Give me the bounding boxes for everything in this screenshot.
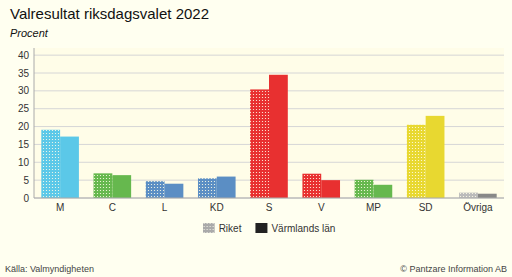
grid-line [34,55,504,56]
x-tick-label: S [266,202,273,213]
y-tick-label: 25 [18,103,30,114]
bar [426,116,445,198]
x-axis-line [34,198,504,199]
bar [269,75,288,198]
chart: Valresultat riksdagsvalet 2022 Procent 0 5 1… [0,0,512,277]
bar [321,180,340,198]
y-tick-label: 5 [23,175,29,186]
y-axis-line [34,48,35,198]
bar [250,89,269,198]
y-tick-label: 30 [18,85,30,96]
x-tick-label: Övriga [463,202,493,213]
bar [355,180,374,198]
bar [459,193,478,198]
y-tick-label: 40 [18,50,30,61]
legend-swatch [203,223,215,233]
y-tick-label: 10 [18,157,30,168]
bar [41,130,60,198]
background [0,0,512,277]
x-tick-label: V [318,202,325,213]
x-tick-label: MP [366,202,381,213]
subtitle: Procent [10,27,49,39]
legend-swatch [255,223,267,233]
legend: Riket Värmlands län [203,223,336,234]
bars [41,75,496,198]
bar [94,173,113,198]
y-tick-label: 0 [23,193,29,204]
x-tick-label: M [56,202,64,213]
y-tick-label: 35 [18,68,30,79]
legend-label: Riket [219,223,242,234]
bar [373,185,392,198]
x-tick-label: KD [210,202,224,213]
plot-area [34,48,504,198]
legend-label: Värmlands län [271,223,335,234]
x-tick-label: SD [419,202,433,213]
bar [217,177,236,198]
bar [112,175,131,198]
bar [146,181,165,198]
grid [34,55,504,198]
footer-source: Källa: Valmyndigheten [5,264,94,274]
bar [165,184,184,198]
bar [478,194,497,198]
bar [302,174,321,198]
footer-credit: © Pantzare Information AB [400,264,507,274]
bar [407,125,426,198]
grid-line [34,198,504,199]
x-tick-label: L [162,202,168,213]
x-tick-label: C [109,202,116,213]
y-tick-label: 20 [18,121,30,132]
y-tick-label: 15 [18,139,30,150]
title: Valresultat riksdagsvalet 2022 [10,5,209,22]
grid-line [34,73,504,74]
bar [60,137,79,198]
bar [198,178,217,198]
